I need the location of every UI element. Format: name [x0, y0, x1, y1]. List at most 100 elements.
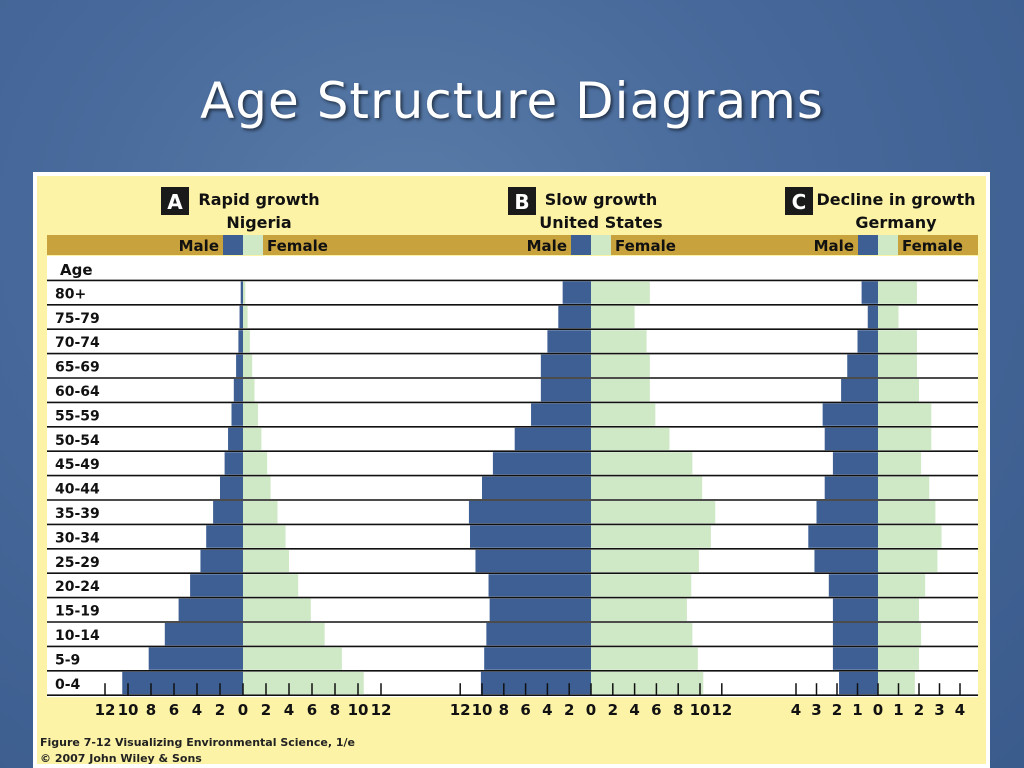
age-tick-label: 40-44 — [55, 482, 100, 498]
x-tick-label: 2 — [914, 701, 924, 719]
female-bar — [243, 525, 286, 548]
age-tick-label: 0-4 — [55, 677, 81, 693]
male-bar — [468, 501, 591, 524]
slide-title: Age Structure Diagrams — [200, 72, 824, 130]
female-bar — [243, 403, 258, 426]
age-tick-label: 70-74 — [55, 335, 100, 351]
male-bar — [562, 281, 591, 304]
female-bar — [243, 305, 248, 329]
age-tick-label: 80+ — [55, 286, 86, 302]
age-tick-label: 10-14 — [55, 628, 100, 644]
x-tick-label: 2 — [215, 701, 225, 719]
x-tick-label: 6 — [169, 701, 179, 719]
age-tick-label: 45-49 — [55, 457, 100, 473]
male-bar — [824, 476, 878, 499]
x-tick-label: 8 — [673, 701, 683, 719]
male-bar — [867, 305, 878, 329]
x-tick-label: 10 — [690, 701, 711, 719]
male-legend-label: Male — [527, 237, 567, 255]
panel-badge — [785, 187, 813, 215]
female-bar — [878, 281, 917, 304]
female-bar — [591, 647, 698, 670]
female-bar — [243, 671, 364, 695]
female-bar — [878, 330, 917, 353]
x-tick-label: 10 — [472, 701, 493, 719]
female-bar — [591, 403, 656, 426]
female-bar — [591, 379, 650, 402]
male-bar — [231, 403, 243, 426]
male-bar — [239, 305, 243, 329]
panel-title: Decline in growth — [817, 190, 976, 209]
male-bar — [489, 598, 591, 621]
male-bar — [233, 379, 243, 402]
female-bar — [243, 647, 342, 670]
female-bar — [878, 501, 936, 524]
x-tick-label: 0 — [873, 701, 883, 719]
female-bar — [878, 452, 922, 475]
female-bar — [243, 598, 311, 621]
female-bar — [243, 476, 271, 499]
female-legend-label: Female — [902, 237, 963, 255]
x-tick-label: 6 — [520, 701, 530, 719]
male-bar — [540, 354, 591, 377]
female-bar — [878, 379, 919, 402]
female-swatch — [243, 235, 263, 255]
x-tick-label: 0 — [238, 701, 248, 719]
panel-title: Rapid growth — [198, 190, 319, 209]
male-swatch — [858, 235, 878, 255]
age-tick-label: 25-29 — [55, 555, 100, 571]
male-bar — [540, 379, 591, 402]
x-tick-label: 6 — [307, 701, 317, 719]
female-bar — [878, 525, 942, 548]
female-bar — [591, 452, 693, 475]
male-bar — [492, 452, 591, 475]
male-bar — [190, 574, 243, 597]
female-bar — [591, 525, 711, 548]
figure-panel: Age 80+ 75-79 70-74 65-69 60-64 55-59 50-54 45-4… — [33, 172, 990, 768]
female-bar — [243, 330, 250, 353]
male-bar — [236, 354, 243, 377]
female-bar — [878, 354, 917, 377]
male-bar — [832, 647, 878, 670]
male-bar — [228, 427, 243, 451]
male-bar — [148, 647, 243, 670]
female-bar — [878, 623, 922, 646]
age-tick-label: 35-39 — [55, 506, 100, 522]
male-bar — [861, 281, 878, 304]
female-bar — [878, 403, 932, 426]
male-bar — [816, 501, 878, 524]
male-bar — [475, 549, 591, 573]
age-structure-chart: Age 80+ 75-79 70-74 65-69 60-64 55-59 50-54 45-4… — [37, 176, 986, 764]
female-bar — [591, 330, 647, 353]
panel-subtitle: United States — [539, 213, 662, 232]
female-bar — [243, 549, 289, 573]
male-bar — [808, 525, 878, 548]
male-bar — [213, 501, 243, 524]
x-tick-label: 12 — [450, 701, 471, 719]
male-bar — [238, 330, 243, 353]
female-bar — [591, 354, 650, 377]
male-bar — [514, 427, 591, 451]
x-tick-label: 3 — [811, 701, 821, 719]
panel-title: Slow growth — [545, 190, 658, 209]
male-bar — [828, 574, 878, 597]
male-bar — [847, 354, 878, 377]
age-tick-label: 50-54 — [55, 433, 100, 449]
panel-badge — [508, 187, 536, 215]
panel-letter: A — [167, 190, 183, 214]
figure-caption: Figure 7-12 Visualizing Environmental Sc… — [40, 736, 355, 749]
age-tick-label: 55-59 — [55, 408, 100, 424]
female-bar — [591, 598, 687, 621]
x-tick-label: 8 — [330, 701, 340, 719]
male-bar — [178, 598, 243, 621]
female-bar — [591, 671, 704, 695]
female-bar — [878, 647, 919, 670]
male-swatch — [571, 235, 591, 255]
x-tick-label: 2 — [261, 701, 271, 719]
female-swatch — [878, 235, 898, 255]
female-bar — [591, 623, 693, 646]
female-bar — [243, 379, 255, 402]
age-tick-label: 65-69 — [55, 360, 100, 376]
panel-letter: C — [792, 190, 807, 214]
female-bar — [243, 452, 268, 475]
